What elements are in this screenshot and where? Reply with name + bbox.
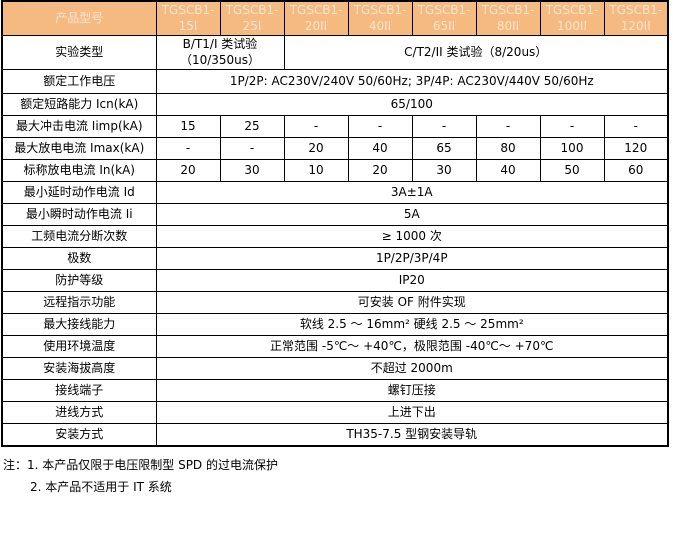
cell: 螺钉压接 [155,379,669,403]
cell: C/T2/II 类试验（8/20us） [283,35,669,71]
table-row-id: 最小延时动作电流 Id 3A±1A [1,181,669,205]
cell: 40 [475,159,541,183]
row-label: 最小延时动作电流 Id [1,181,157,205]
cell: 120 [603,137,669,161]
cell: IP20 [155,269,669,293]
table-row-breaking-times: 工频电流分断次数 ≥ 1000 次 [1,225,669,249]
table-row-icn: 额定短路能力 Icn(kA) 65/100 [1,93,669,117]
cell: 65/100 [155,93,669,117]
cell: - [219,137,285,161]
header-model-tgscb1-120ii: TGSCB1-120II [603,0,669,37]
row-label: 最大放电电流 Imax(kA) [1,137,157,161]
cell: 65 [411,137,477,161]
cell: 60 [603,159,669,183]
cell: - [603,115,669,139]
row-label: 最大冲击电流 Iimp(kA) [1,115,157,139]
cell: ≥ 1000 次 [155,225,669,249]
cell: 30 [411,159,477,183]
footnote-2: 2. 本产品不适用于 IT 系统 [30,479,172,494]
cell: B/T1/I 类试验（10/350us） [155,35,285,71]
table-row-poles: 极数 1P/2P/3P/4P [1,247,669,271]
table-row-ambient-temperature: 使用环境温度 正常范围 -5℃～ +40℃，极限范围 -40℃～ +70℃ [1,335,669,359]
cell: 上进下出 [155,401,669,425]
row-label: 安装方式 [1,423,157,447]
row-label: 最大接线能力 [1,313,157,337]
row-label: 额定短路能力 Icn(kA) [1,93,157,117]
row-label: 实验类型 [1,35,157,71]
cell: - [411,115,477,139]
header-model-tgscb1-40ii: TGSCB1-40II [347,0,413,37]
header-model-tgscb1-15i: TGSCB1-15I [155,0,221,37]
header-model-tgscb1-80ii: TGSCB1-80II [475,0,541,37]
cell: 30 [219,159,285,183]
cell: 100 [539,137,605,161]
row-label: 使用环境温度 [1,335,157,359]
table-row-mounting: 安装方式 TH35-7.5 型钢安装导轨 [1,423,669,447]
cell: 20 [283,137,349,161]
cell: 15 [155,115,221,139]
row-label: 标称放电电流 In(kA) [1,159,157,183]
product-spec-table: 产品型号 TGSCB1-15I TGSCB1-25I TGSCB1-20II T… [1,0,669,447]
cell: - [283,115,349,139]
header-product-model-label: 产品型号 [1,0,157,37]
table-row-remote-indication: 远程指示功能 可安装 OF 附件实现 [1,291,669,315]
table-row-imax: 最大放电电流 Imax(kA) - - 20 40 65 80 100 120 [1,137,669,161]
cell: - [539,115,605,139]
table-row-altitude: 安装海拔高度 不超过 2000m [1,357,669,381]
cell: 3A±1A [155,181,669,205]
table-row-rated-voltage: 额定工作电压 1P/2P: AC230V/240V 50/60Hz; 3P/4P… [1,69,669,95]
cell: 1P/2P/3P/4P [155,247,669,271]
table-row-test-type: 实验类型 B/T1/I 类试验（10/350us） C/T2/II 类试验（8/… [1,35,669,71]
cell: 5A [155,203,669,227]
cell: 40 [347,137,413,161]
cell: - [475,115,541,139]
row-label: 接线端子 [1,379,157,403]
cell: - [155,137,221,161]
row-label: 工频电流分断次数 [1,225,157,249]
header-model-tgscb1-20ii: TGSCB1-20II [283,0,349,37]
cell: 50 [539,159,605,183]
table-row-line-entry: 进线方式 上进下出 [1,401,669,425]
row-label: 进线方式 [1,401,157,425]
table-row-protection-grade: 防护等级 IP20 [1,269,669,293]
header-model-tgscb1-100ii: TGSCB1-100II [539,0,605,37]
row-label: 最小瞬时动作电流 Ii [1,203,157,227]
row-label: 安装海拔高度 [1,357,157,381]
cell: 可安装 OF 附件实现 [155,291,669,315]
header-model-tgscb1-25i: TGSCB1-25I [219,0,285,37]
table-row-ii: 最小瞬时动作电流 Ii 5A [1,203,669,227]
row-label: 远程指示功能 [1,291,157,315]
cell: - [347,115,413,139]
row-label: 防护等级 [1,269,157,293]
table-row-wiring-capacity: 最大接线能力 软线 2.5 ～ 16mm² 硬线 2.5 ～ 25mm² [1,313,669,337]
cell: TH35-7.5 型钢安装导轨 [155,423,669,447]
cell: 软线 2.5 ～ 16mm² 硬线 2.5 ～ 25mm² [155,313,669,337]
cell: 25 [219,115,285,139]
cell: 20 [347,159,413,183]
footnote-1: 注：1. 本产品仅限于电压限制型 SPD 的过电流保护 [3,457,278,472]
table-row-terminal: 接线端子 螺钉压接 [1,379,669,403]
header-row: 产品型号 TGSCB1-15I TGSCB1-25I TGSCB1-20II T… [1,0,669,37]
table-row-iimp: 最大冲击电流 Iimp(kA) 15 25 - - - - - - [1,115,669,139]
cell: 1P/2P: AC230V/240V 50/60Hz; 3P/4P: AC230… [155,69,669,95]
cell: 不超过 2000m [155,357,669,381]
row-label: 额定工作电压 [1,69,157,95]
cell: 10 [283,159,349,183]
header-model-tgscb1-65ii: TGSCB1-65II [411,0,477,37]
cell: 正常范围 -5℃～ +40℃，极限范围 -40℃～ +70℃ [155,335,669,359]
row-label: 极数 [1,247,157,271]
footnotes: 注：1. 本产品仅限于电压限制型 SPD 的过电流保护 2. 本产品不适用于 I… [0,454,673,498]
table-row-in: 标称放电电流 In(kA) 20 30 10 20 30 40 50 60 [1,159,669,183]
cell: 80 [475,137,541,161]
cell: 20 [155,159,221,183]
